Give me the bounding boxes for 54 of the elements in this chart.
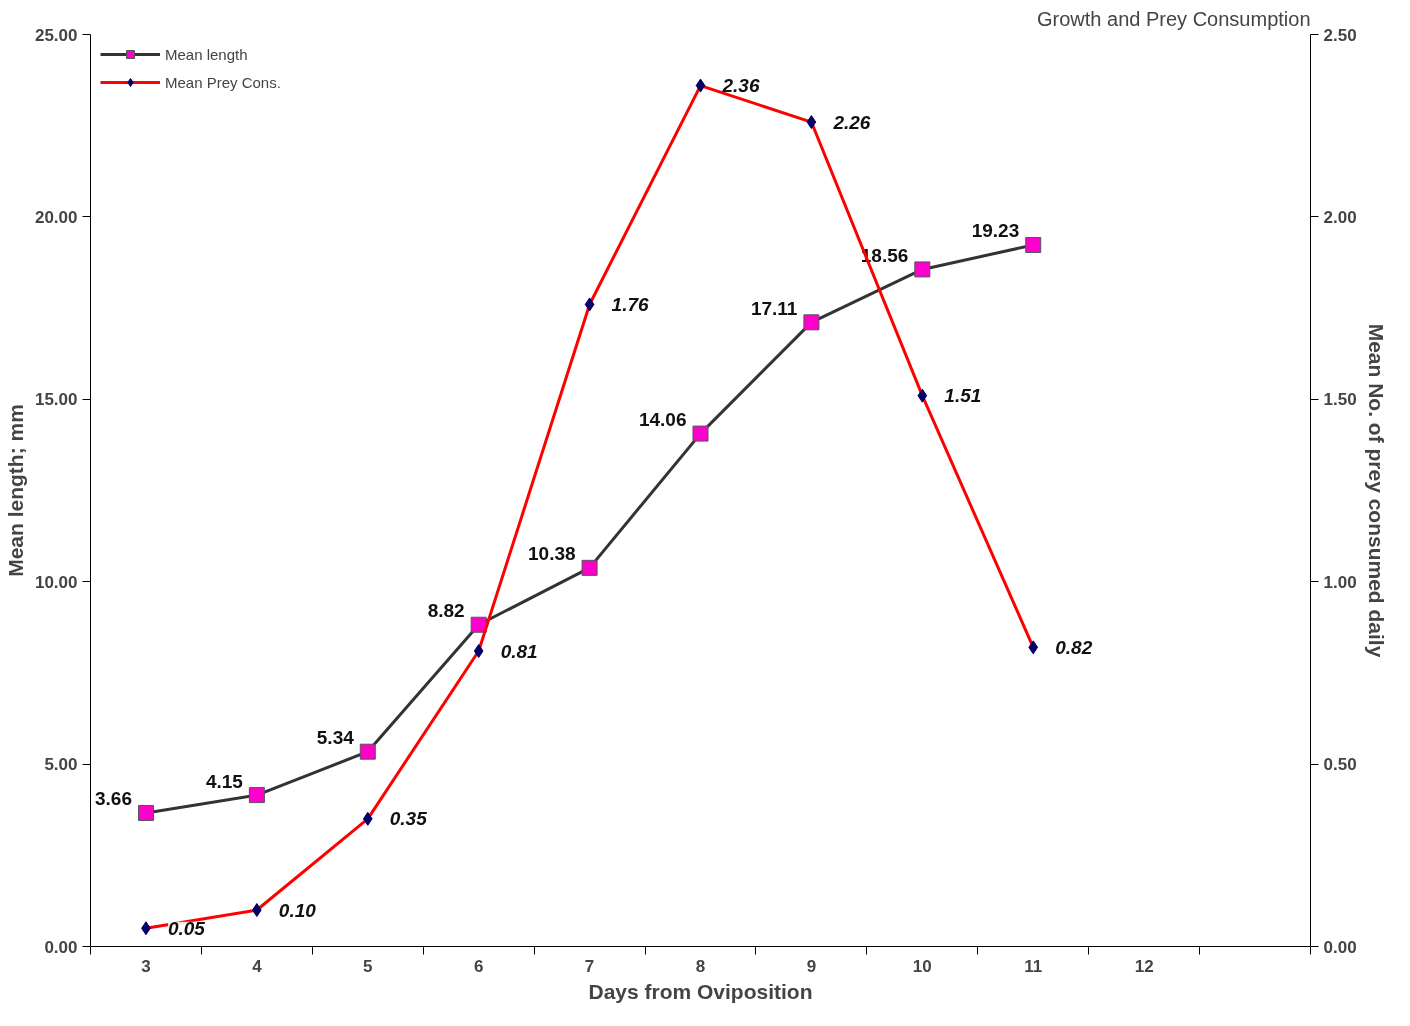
data-label: 0.82 <box>1055 636 1093 658</box>
point <box>692 425 709 442</box>
x-tick-label: 9 <box>806 956 817 976</box>
data-label: 2.26 <box>832 111 871 133</box>
x-tick-label: 4 <box>252 956 263 976</box>
data-label: 0.10 <box>278 899 317 921</box>
data-label: 1.51 <box>944 385 982 407</box>
point <box>581 559 598 576</box>
data-label: 14.06 <box>638 409 687 431</box>
x-tick-label: 10 <box>912 956 932 976</box>
data-label: 4.15 <box>205 770 244 792</box>
x-tick-label: 12 <box>1134 956 1154 976</box>
point <box>470 616 487 633</box>
y2-axis-title: Mean No. of prey consumed daily <box>1364 323 1388 658</box>
y2-tick-label: 1.00 <box>1323 572 1357 592</box>
point <box>137 804 154 821</box>
data-label: 10.38 <box>528 543 576 565</box>
y2-tick-label: 2.00 <box>1323 207 1357 227</box>
point <box>1025 236 1042 253</box>
data-label: 0.35 <box>389 808 428 830</box>
legend-label: Mean Prey Cons. <box>165 73 281 91</box>
y-tick-label: 25.00 <box>34 25 78 45</box>
y2-tick-label: 2.50 <box>1323 25 1357 45</box>
legend-label: Mean length <box>165 45 248 63</box>
data-label: 0.05 <box>167 917 206 939</box>
data-label: 5.34 <box>316 727 355 749</box>
data-label: 1.76 <box>611 293 649 315</box>
data-label: 8.82 <box>427 600 465 622</box>
y2-tick-label: 0.50 <box>1323 755 1357 775</box>
data-label: 3.66 <box>94 788 132 810</box>
data-label: 19.23 <box>971 220 1020 242</box>
point <box>359 743 376 760</box>
data-label: 2.36 <box>721 75 760 97</box>
y2-tick-label: 1.50 <box>1323 390 1357 410</box>
point <box>803 314 820 331</box>
y-tick-label: 10.00 <box>34 572 78 592</box>
y2-tick-label: 0.00 <box>1323 937 1357 957</box>
point <box>248 787 265 804</box>
x-axis-title: Days from Oviposition <box>588 979 813 1003</box>
chart-title: Growth and Prey Consumption <box>1037 7 1311 30</box>
x-tick-label: 7 <box>584 956 595 976</box>
y-tick-label: 20.00 <box>34 207 78 227</box>
y-tick-label: 0.00 <box>44 937 78 957</box>
x-tick-label: 3 <box>141 956 151 976</box>
data-label: 17.11 <box>750 297 798 319</box>
data-label: 0.81 <box>500 640 538 662</box>
y-axis-title: Mean length; mm <box>3 404 27 577</box>
y-tick-label: 5.00 <box>44 755 78 775</box>
x-tick-label: 11 <box>1024 956 1043 976</box>
x-tick-label: 8 <box>695 956 706 976</box>
y-tick-label: 15.00 <box>34 390 78 410</box>
x-tick-label: 5 <box>363 956 373 976</box>
x-tick-label: 6 <box>473 956 484 976</box>
point <box>914 261 931 278</box>
